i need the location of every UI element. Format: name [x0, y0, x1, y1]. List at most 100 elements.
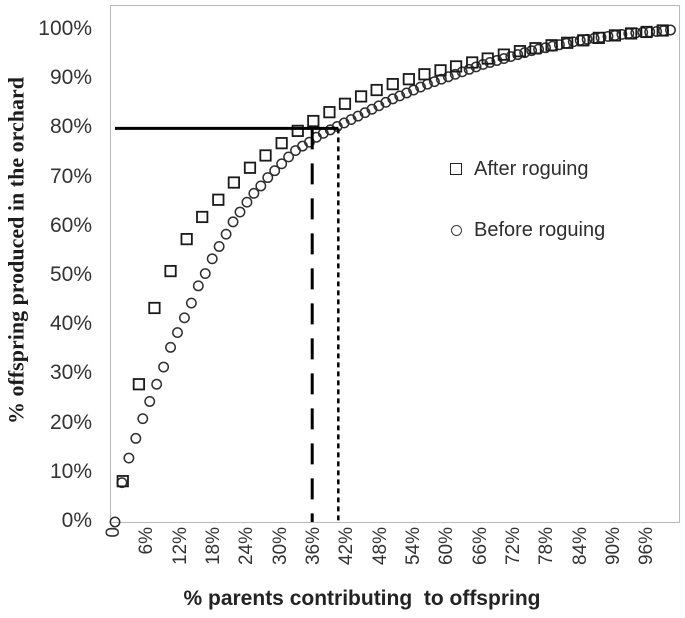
data-point-circle: [526, 45, 538, 57]
data-point-square: [545, 39, 558, 52]
data-point-circle: [428, 76, 440, 88]
data-point-square: [164, 264, 177, 278]
data-point-circle: [130, 432, 142, 444]
x-tick-label: 90%: [602, 527, 624, 566]
data-point-circle: [165, 341, 176, 353]
data-point-square: [227, 176, 240, 189]
y-tick-label: 0%: [61, 509, 92, 532]
data-point-square: [354, 90, 368, 103]
data-point-circle: [248, 187, 260, 199]
data-point-circle: [408, 84, 420, 96]
data-point-square: [434, 64, 447, 77]
data-point-square: [656, 24, 669, 37]
plot-area: [109, 5, 680, 528]
data-point-circle: [199, 268, 211, 279]
x-axis-title: % parents contributing to offspring: [183, 587, 541, 610]
x-tick-label: 84%: [569, 527, 591, 566]
data-point-square: [466, 56, 479, 69]
data-point-circle: [283, 151, 295, 163]
data-point-square: [402, 73, 415, 86]
data-point-square: [275, 137, 288, 150]
data-point-square: [418, 68, 431, 81]
data-point-circle: [553, 39, 565, 51]
data-point-circle: [123, 452, 135, 464]
data-point-circle: [158, 361, 170, 373]
data-point-square: [561, 36, 574, 49]
circle-outline-icon: [451, 224, 462, 236]
data-point-circle: [394, 90, 406, 102]
x-tick-label: 24%: [236, 527, 258, 566]
data-point-square: [577, 34, 590, 47]
data-point-circle: [463, 63, 475, 75]
data-point-square: [370, 83, 383, 97]
data-point-circle: [144, 396, 156, 407]
x-tick-label: 78%: [536, 527, 558, 566]
data-point-square: [212, 193, 225, 206]
data-point-square: [243, 161, 257, 174]
x-tick-label: 96%: [636, 527, 658, 566]
data-point-circle: [442, 71, 454, 83]
data-point-circle: [241, 196, 253, 208]
data-point-circle: [276, 158, 288, 170]
data-point-square: [307, 114, 320, 128]
data-point-circle: [338, 117, 350, 129]
data-point-circle: [137, 413, 149, 425]
data-point-circle: [220, 228, 232, 240]
data-point-square: [513, 45, 527, 58]
data-point-circle: [255, 180, 267, 192]
data-point-circle: [178, 312, 190, 324]
data-point-circle: [387, 93, 399, 105]
data-point-square: [608, 29, 622, 42]
x-tick-label: 60%: [436, 527, 458, 566]
x-tick-label: 6%: [136, 527, 158, 555]
data-point-square: [180, 232, 193, 246]
data-point-square: [116, 475, 129, 488]
data-point-square: [148, 301, 161, 315]
data-point-circle: [415, 81, 426, 93]
data-point-circle: [269, 165, 281, 177]
data-point-square: [624, 27, 638, 40]
data-point-circle: [352, 110, 364, 122]
x-tick-label: 18%: [202, 527, 224, 566]
x-tick-label: 36%: [302, 527, 324, 566]
data-point-circle: [151, 378, 163, 390]
data-point-square: [640, 25, 653, 39]
data-point-square: [196, 210, 209, 224]
x-tick-label: 12%: [169, 527, 191, 566]
data-point-circle: [227, 216, 239, 228]
data-point-circle: [380, 96, 392, 108]
legend-label: Before roguing: [474, 218, 606, 241]
data-point-square: [259, 149, 272, 162]
data-point-square: [529, 42, 542, 55]
data-point-circle: [185, 297, 197, 309]
legend-item-before-roguing: Before roguing: [451, 218, 605, 242]
legend-item-after-roguing: After roguing: [450, 157, 589, 181]
x-tick-label: 54%: [402, 527, 424, 566]
data-point-circle: [359, 107, 371, 119]
data-point-circle: [172, 327, 183, 339]
data-point-square: [497, 48, 510, 61]
x-tick-label: 72%: [502, 527, 524, 566]
y-axis-title: % offspring produced in the orchard: [3, 77, 29, 424]
square-outline-icon: [450, 163, 462, 175]
data-point-square: [449, 60, 463, 73]
data-point-circle: [109, 516, 121, 528]
x-tick-label: 0: [103, 527, 124, 538]
data-point-circle: [345, 114, 357, 125]
data-point-square: [481, 52, 494, 65]
data-point-circle: [665, 24, 676, 36]
data-point-circle: [373, 100, 385, 112]
data-point-circle: [484, 57, 496, 68]
legend-label: After roguing: [474, 157, 589, 180]
data-point-square: [323, 106, 336, 119]
data-point-circle: [234, 206, 246, 218]
data-point-circle: [262, 172, 274, 184]
x-tick-label: 48%: [369, 527, 391, 566]
data-point-square: [592, 31, 605, 44]
data-point-square: [338, 97, 352, 110]
x-tick-label: 30%: [269, 527, 291, 566]
data-point-circle: [206, 253, 218, 265]
data-point-circle: [213, 241, 225, 252]
data-point-circle: [449, 68, 461, 80]
